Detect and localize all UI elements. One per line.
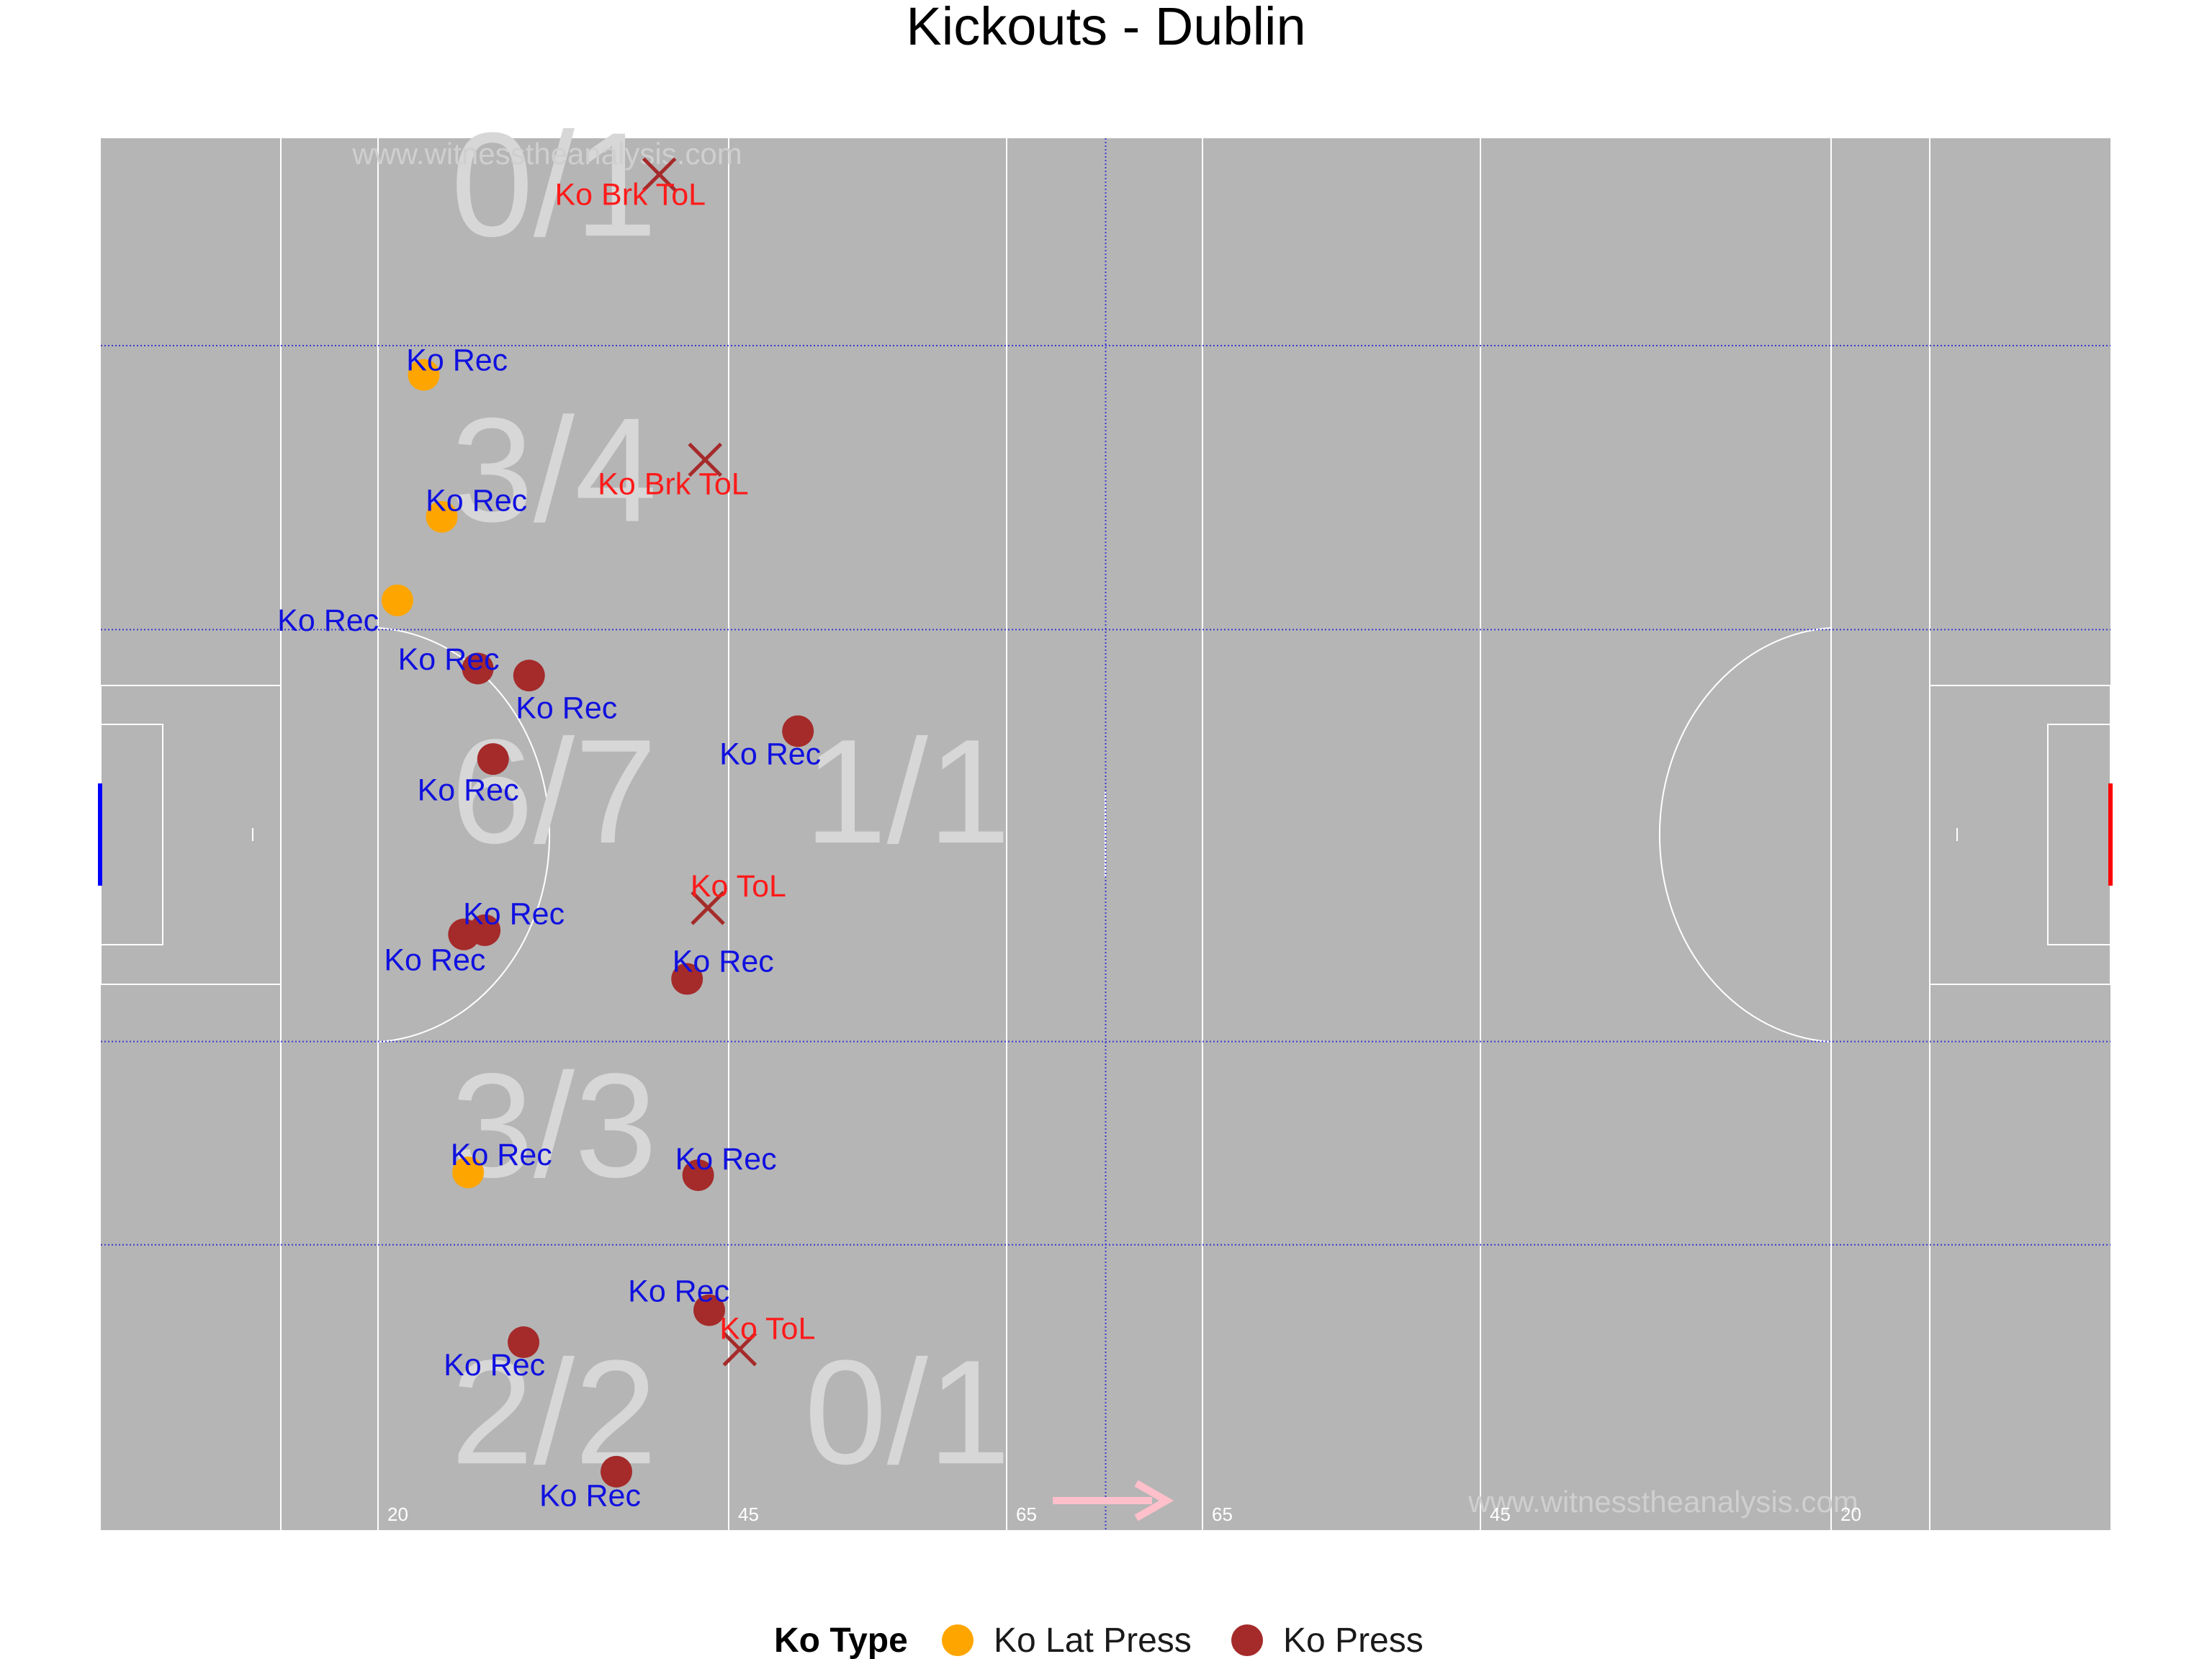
kickout-label-10: Ko Rec [451, 1138, 552, 1172]
pitch-markings [101, 138, 2110, 1530]
kickout-point-1 [426, 500, 458, 533]
legend-swatch-ko-lat-press [942, 1624, 974, 1656]
kickout-label-14: Ko Rec [539, 1479, 641, 1514]
semicircle-right [1658, 627, 1832, 1043]
distance-labels: 20 45 65 65 45 20 [387, 1503, 1861, 1525]
kickout-label-17: Ko ToL [691, 869, 786, 904]
kickout-point-4 [513, 660, 545, 692]
large-rectangle-left [101, 685, 282, 985]
direction-arrow [1053, 1480, 1174, 1521]
zone-stat-6: 0/1 [804, 1329, 1010, 1495]
zone-stat-3: 1/1 [804, 709, 1010, 874]
kickout-labels: Ko Rec Ko Rec Ko Rec Ko Rec Ko Rec Ko Rec Ko R… [277, 177, 821, 1513]
kickout-point-0 [408, 359, 440, 391]
large-rectangle-right [1929, 685, 2110, 985]
kickout-label-3: Ko Rec [398, 642, 500, 677]
kickout-point-8 [469, 914, 501, 946]
kickout-label-1: Ko Rec [426, 484, 527, 518]
kickout-label-5: Ko Rec [719, 737, 821, 771]
kickout-label-6: Ko Rec [418, 773, 519, 808]
kickout-point-9 [671, 963, 703, 995]
distance-label-20-left: 20 [387, 1503, 408, 1525]
watermark-top: www.witnesstheanalysis.com [351, 137, 742, 171]
small-rectangle-right [2047, 724, 2110, 945]
kickout-loss-marker-15 [642, 157, 677, 192]
kickout-label-13: Ko Rec [444, 1348, 545, 1382]
legend-label-ko-press: Ko Press [1283, 1622, 1424, 1659]
kickout-points [381, 157, 814, 1488]
legend: Ko Type Ko Lat Press Ko Press [774, 1622, 1424, 1659]
kickout-label-2: Ko Rec [277, 603, 379, 638]
kickout-point-12 [693, 1294, 725, 1326]
small-rectangle-left [101, 724, 163, 945]
zone-stat-4: 3/3 [451, 1043, 657, 1208]
legend-title: Ko Type [774, 1622, 908, 1659]
kickout-point-5 [782, 715, 814, 747]
distance-label-65-right: 65 [1212, 1503, 1233, 1525]
kickout-loss-marker-18 [722, 1331, 757, 1367]
kickout-label-11: Ko Rec [675, 1142, 777, 1177]
distance-label-45-left: 45 [738, 1503, 759, 1525]
legend-swatch-ko-press [1231, 1624, 1263, 1656]
distance-label-20-right: 20 [1840, 1503, 1861, 1525]
kickout-point-2 [381, 584, 413, 616]
zone-divider-lines [101, 138, 2110, 1530]
goal-left [98, 783, 102, 886]
semicircle-left [377, 627, 551, 1043]
watermark-bottom: www.witnesstheanalysis.com [1467, 1485, 1858, 1519]
kickout-label-7: Ko Rec [384, 943, 485, 977]
kickout-point-11 [682, 1159, 714, 1192]
distance-label-45-right: 45 [1490, 1503, 1511, 1525]
kickout-label-9: Ko Rec [673, 944, 774, 979]
kickout-point-3 [462, 652, 494, 685]
kickout-label-18: Ko ToL [719, 1312, 815, 1346]
kickout-label-16: Ko Brk ToL [598, 467, 749, 501]
kickout-label-0: Ko Rec [406, 343, 508, 377]
kickout-point-13 [508, 1326, 540, 1359]
chart-title: Kickouts - Dublin [906, 0, 1306, 56]
zone-stat-1: 3/4 [451, 387, 657, 553]
zone-stat-2: 6/7 [451, 709, 657, 874]
distance-label-65-left: 65 [1016, 1503, 1037, 1525]
kickout-loss-marker-16 [688, 442, 722, 477]
kickout-point-10 [452, 1156, 485, 1189]
kickout-point-6 [477, 743, 509, 775]
kickout-label-4: Ko Rec [516, 691, 617, 726]
goal-right [2108, 783, 2113, 886]
kickout-loss-marker-17 [691, 891, 725, 925]
kickout-label-8: Ko Rec [463, 897, 565, 932]
kickout-point-14 [601, 1455, 633, 1488]
kickout-label-15: Ko Brk ToL [555, 177, 706, 212]
legend-label-ko-lat-press: Ko Lat Press [994, 1622, 1192, 1659]
kickout-label-12: Ko Rec [628, 1274, 729, 1309]
zone-stat-0: 0/1 [451, 102, 657, 267]
